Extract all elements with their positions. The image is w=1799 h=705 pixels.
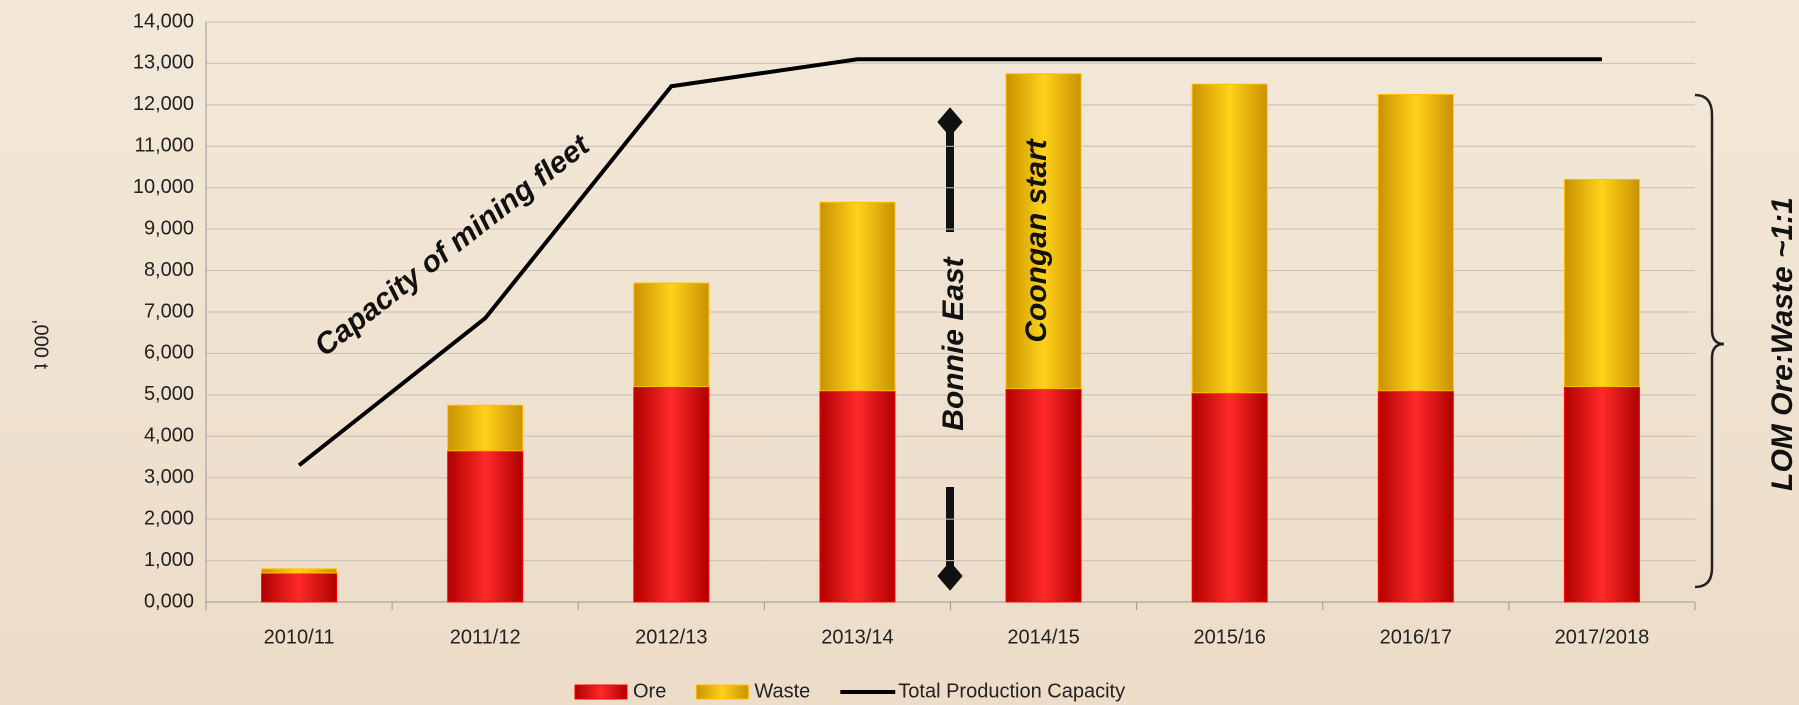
bar-segment xyxy=(1377,94,1454,392)
x-tick-label: 2010/11 xyxy=(264,626,335,648)
bar-segment xyxy=(819,201,896,392)
bar-segment xyxy=(1191,392,1268,603)
y-tick-label: 3,000 xyxy=(144,466,194,488)
y-tick-label: 2,000 xyxy=(144,507,194,529)
annotation: Coongan start xyxy=(1020,137,1053,342)
legend-swatch xyxy=(695,684,749,700)
x-tick-label: 2016/17 xyxy=(1380,626,1452,648)
bar-segment xyxy=(447,450,524,603)
bar-segment xyxy=(261,568,338,574)
x-tick-label: 2015/16 xyxy=(1194,626,1266,648)
y-tick-label: 6,000 xyxy=(144,342,194,364)
bar-segment xyxy=(633,282,710,388)
y-tick-label: 11,000 xyxy=(134,135,194,157)
x-tick-label: 2017/2018 xyxy=(1555,626,1650,648)
bar-segment xyxy=(1191,83,1268,394)
x-tick-label: 2014/15 xyxy=(1007,626,1079,648)
legend-label: Ore xyxy=(633,680,666,702)
y-tick-label: 5,000 xyxy=(144,383,194,405)
brace xyxy=(1694,93,1725,589)
capacity-line xyxy=(297,57,1602,467)
y-axis-label: ,000 t xyxy=(30,319,52,369)
bar-segment xyxy=(261,572,338,603)
bar-segment xyxy=(447,404,524,452)
annotation: Capacity of mining fleet xyxy=(309,127,598,363)
y-tick-label: 12,000 xyxy=(133,93,194,115)
y-tick-label: 13,000 xyxy=(133,52,194,74)
x-tick-label: 2013/14 xyxy=(821,626,893,648)
y-tick-label: 10,000 xyxy=(133,176,194,198)
bar-segment xyxy=(819,390,896,603)
legend-swatch xyxy=(574,684,628,700)
bar-segment xyxy=(1005,388,1082,603)
y-tick-label: 1,000 xyxy=(144,549,194,571)
bar-segment xyxy=(1563,386,1640,603)
bar-segment xyxy=(1563,178,1640,388)
y-tick-label: 8,000 xyxy=(144,259,194,281)
y-tick-label: 9,000 xyxy=(144,217,194,239)
bar-segment xyxy=(633,386,710,603)
bar-segment xyxy=(1005,73,1082,390)
y-tick-label: 14,000 xyxy=(133,10,194,32)
annotation: LOM Ore:Waste ~1:1 xyxy=(1766,197,1799,491)
legend-label: Total Production Capacity xyxy=(898,680,1125,702)
legend-label: Waste xyxy=(754,680,810,702)
y-tick-label: 4,000 xyxy=(144,425,194,447)
y-tick-label: 7,000 xyxy=(144,300,194,322)
annotation: Bonnie East xyxy=(937,255,970,430)
y-tick-label: 0,000 xyxy=(144,590,194,612)
bar-segment xyxy=(1377,390,1454,603)
x-tick-label: 2012/13 xyxy=(635,626,707,648)
x-tick-label: 2011/12 xyxy=(450,626,521,648)
arrow xyxy=(937,107,963,591)
